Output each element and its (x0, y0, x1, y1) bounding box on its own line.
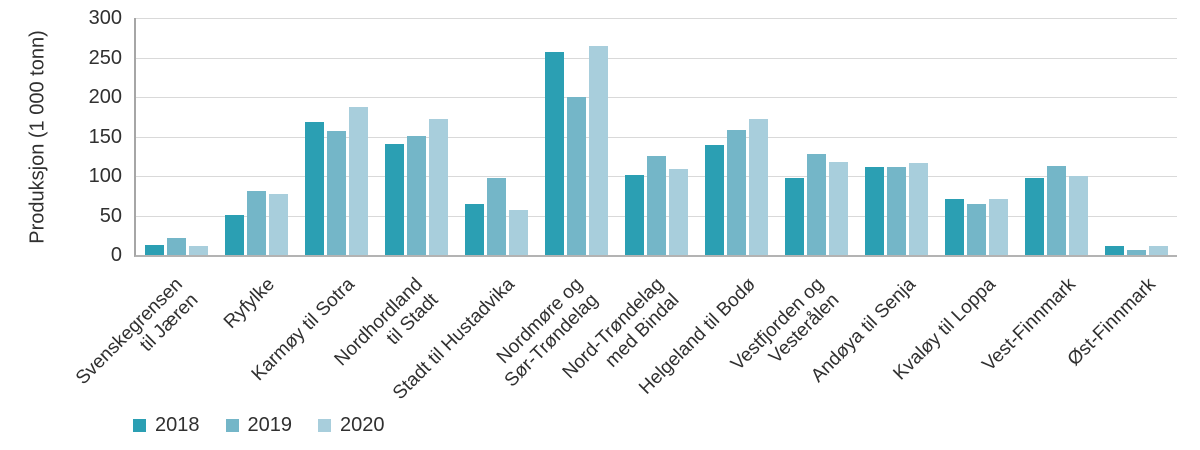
bar-2018 (945, 198, 965, 255)
y-tick-label: 200 (88, 86, 122, 108)
gridline (136, 97, 1177, 98)
bar-2020 (989, 198, 1009, 255)
legend-label: 2018 (155, 414, 200, 436)
bar-2019 (967, 204, 987, 255)
legend-item-2020: 2020 (318, 414, 385, 437)
gridline (136, 136, 1177, 138)
legend-swatch-2020 (318, 419, 331, 432)
legend-label: 2020 (340, 414, 385, 436)
y-tick-label: 0 (110, 244, 122, 266)
bar-2020 (588, 45, 608, 255)
bar-2019 (246, 191, 266, 255)
y-tick-label: 150 (88, 125, 122, 148)
bar-2019 (326, 130, 346, 255)
bar-2018 (304, 121, 324, 255)
bar-2019 (807, 153, 827, 255)
bar-2018 (464, 204, 484, 255)
y-tick-label: 300 (88, 7, 122, 29)
bar-2020 (669, 168, 688, 255)
bar-2020 (268, 194, 288, 255)
bar-2020 (1149, 245, 1169, 255)
bar-2018 (224, 214, 244, 255)
bar-2018 (384, 143, 404, 255)
bar-2018 (625, 175, 644, 255)
bar-2019 (566, 97, 586, 255)
legend: 2018 2019 2020 (133, 414, 385, 437)
gridline (136, 18, 1177, 19)
bar-2019 (486, 178, 506, 255)
bar-2019 (406, 135, 426, 255)
legend-item-2018: 2018 (133, 414, 200, 437)
legend-label: 2019 (247, 414, 293, 436)
bar-2020 (348, 107, 368, 255)
bar-2018 (785, 177, 805, 255)
gridline (136, 57, 1177, 59)
bar-2020 (829, 161, 849, 255)
y-tick-label: 50 (99, 204, 122, 227)
bar-2020 (508, 209, 528, 255)
bar-2019 (1047, 165, 1067, 255)
bar-2020 (749, 119, 769, 255)
bar-2018 (1105, 246, 1125, 255)
y-tick-label: 250 (88, 46, 122, 69)
legend-swatch-2018 (133, 419, 146, 432)
bar-2019 (727, 130, 747, 255)
bar-2020 (188, 246, 208, 255)
bar-2018 (544, 51, 564, 255)
bar-2019 (166, 237, 186, 255)
bar-2019 (887, 166, 907, 255)
bar-2020 (909, 163, 929, 255)
y-tick-label: 100 (88, 165, 122, 187)
bar-2018 (1025, 178, 1045, 255)
legend-item-2019: 2019 (225, 414, 293, 437)
bar-2018 (144, 244, 164, 255)
bar-2018 (865, 167, 885, 255)
bar-2020 (1069, 176, 1089, 255)
bar-2018 (705, 145, 725, 255)
bar-2019 (647, 156, 666, 255)
bar-2020 (428, 119, 448, 255)
bar-2019 (1127, 250, 1147, 255)
plot-area (134, 18, 1177, 257)
legend-swatch-2019 (225, 419, 239, 432)
